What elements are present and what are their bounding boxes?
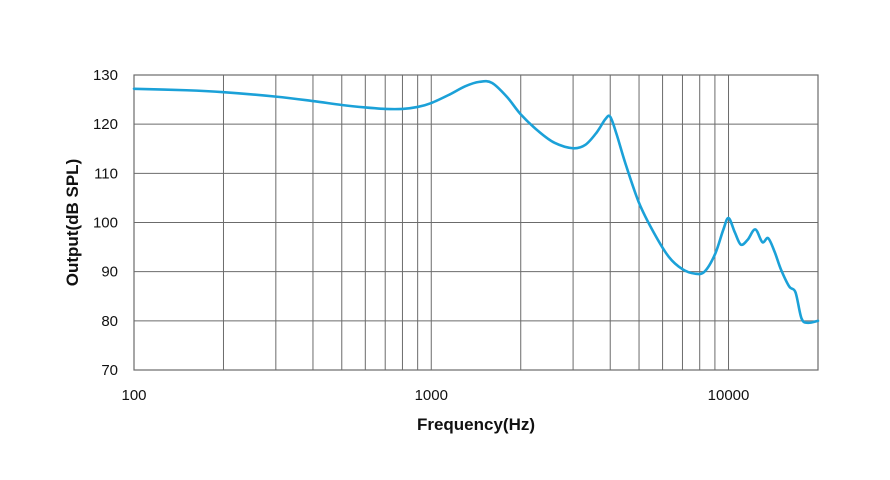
y-tick-label: 100 <box>93 215 118 232</box>
y-tick-label: 90 <box>101 264 118 281</box>
y-tick-label: 120 <box>93 116 118 133</box>
plot-frame <box>133 74 819 371</box>
y-tick-label: 70 <box>101 362 118 379</box>
y-tick-label: 110 <box>94 165 118 182</box>
x-tick-label: 100 <box>121 387 146 404</box>
x-axis-title: Frequency(Hz) <box>417 415 535 434</box>
x-tick-label: 10000 <box>708 387 750 404</box>
y-axis-title: Output(dB SPL) <box>63 159 82 286</box>
x-tick-label: 1000 <box>415 387 448 404</box>
y-tick-label: 80 <box>101 313 118 330</box>
grid-lines <box>134 75 818 370</box>
tick-labels: 70 80 90 100 110 120 130 100 1000 10000 <box>93 67 749 404</box>
response-curve <box>132 79 820 325</box>
y-tick-label: 130 <box>93 67 118 84</box>
